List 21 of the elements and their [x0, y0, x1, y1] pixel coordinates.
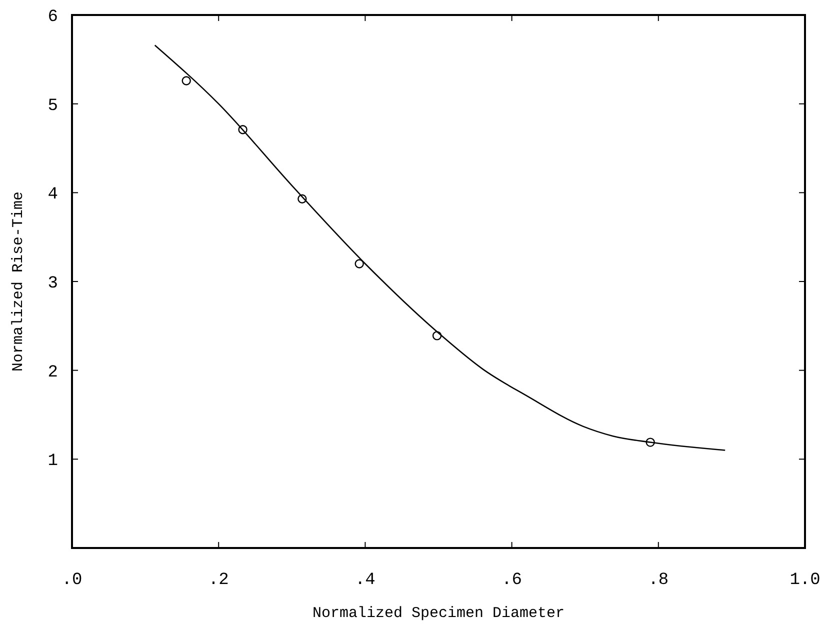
- y-tick-label: 3: [48, 274, 58, 294]
- x-tick-label: .8: [648, 571, 669, 590]
- y-tick-label: 5: [48, 96, 58, 116]
- y-axis-title: Normalized Rise-Time: [10, 191, 27, 372]
- point: [182, 76, 191, 86]
- y-tick-label: 2: [48, 363, 58, 382]
- x-tick-label: .0: [62, 571, 82, 590]
- y-tick-label: 1: [48, 452, 58, 472]
- x-tick-label: .6: [502, 571, 522, 590]
- x-tick-label: 1.0: [790, 571, 820, 590]
- line-series: [154, 44, 726, 451]
- point: [354, 259, 364, 268]
- point: [432, 331, 442, 340]
- point: [238, 124, 248, 134]
- x-axis-title: Normalized Specimen Diameter: [312, 605, 565, 622]
- point: [646, 438, 655, 447]
- y-tick-label: 4: [48, 186, 58, 205]
- x-tick-label: .4: [354, 571, 376, 590]
- x-tick-label: .2: [208, 571, 229, 590]
- point: [298, 194, 307, 204]
- y-tick-label: 6: [48, 8, 58, 27]
